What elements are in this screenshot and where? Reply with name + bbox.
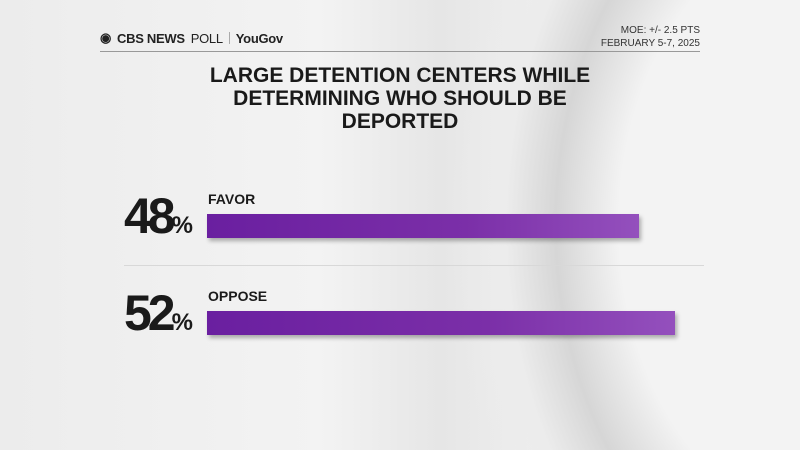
brand-name: CBS NEWS: [117, 30, 185, 46]
header-rule: [100, 51, 700, 52]
brand-header: ◉ CBS NEWS POLL YouGov: [100, 30, 283, 46]
poll-meta: MOE: +/- 2.5 PTS FEBRUARY 5-7, 2025: [601, 24, 700, 50]
cbs-eye-icon: ◉: [100, 30, 112, 45]
poll-label: POLL: [190, 30, 223, 46]
margin-of-error: MOE: +/- 2.5 PTS: [620, 25, 700, 36]
value-label: 52%: [124, 284, 193, 342]
value-label: 48%: [124, 187, 193, 245]
value-number: 48: [124, 188, 176, 244]
bar-oppose: [207, 311, 675, 335]
percent-sign: %: [171, 309, 193, 336]
bar-favor: [207, 214, 639, 238]
category-label: FAVOR: [208, 191, 256, 207]
category-label: OPPOSE: [208, 288, 268, 304]
divider: [228, 32, 230, 44]
poll-dates: FEBRUARY 5-7, 2025: [600, 38, 700, 49]
percent-sign: %: [171, 212, 193, 239]
row-divider: [124, 265, 704, 266]
partner-logo: YouGov: [235, 30, 283, 46]
chart-title: LARGE DETENTION CENTERS WHILE DETERMININ…: [209, 64, 591, 133]
value-number: 52: [124, 285, 176, 341]
